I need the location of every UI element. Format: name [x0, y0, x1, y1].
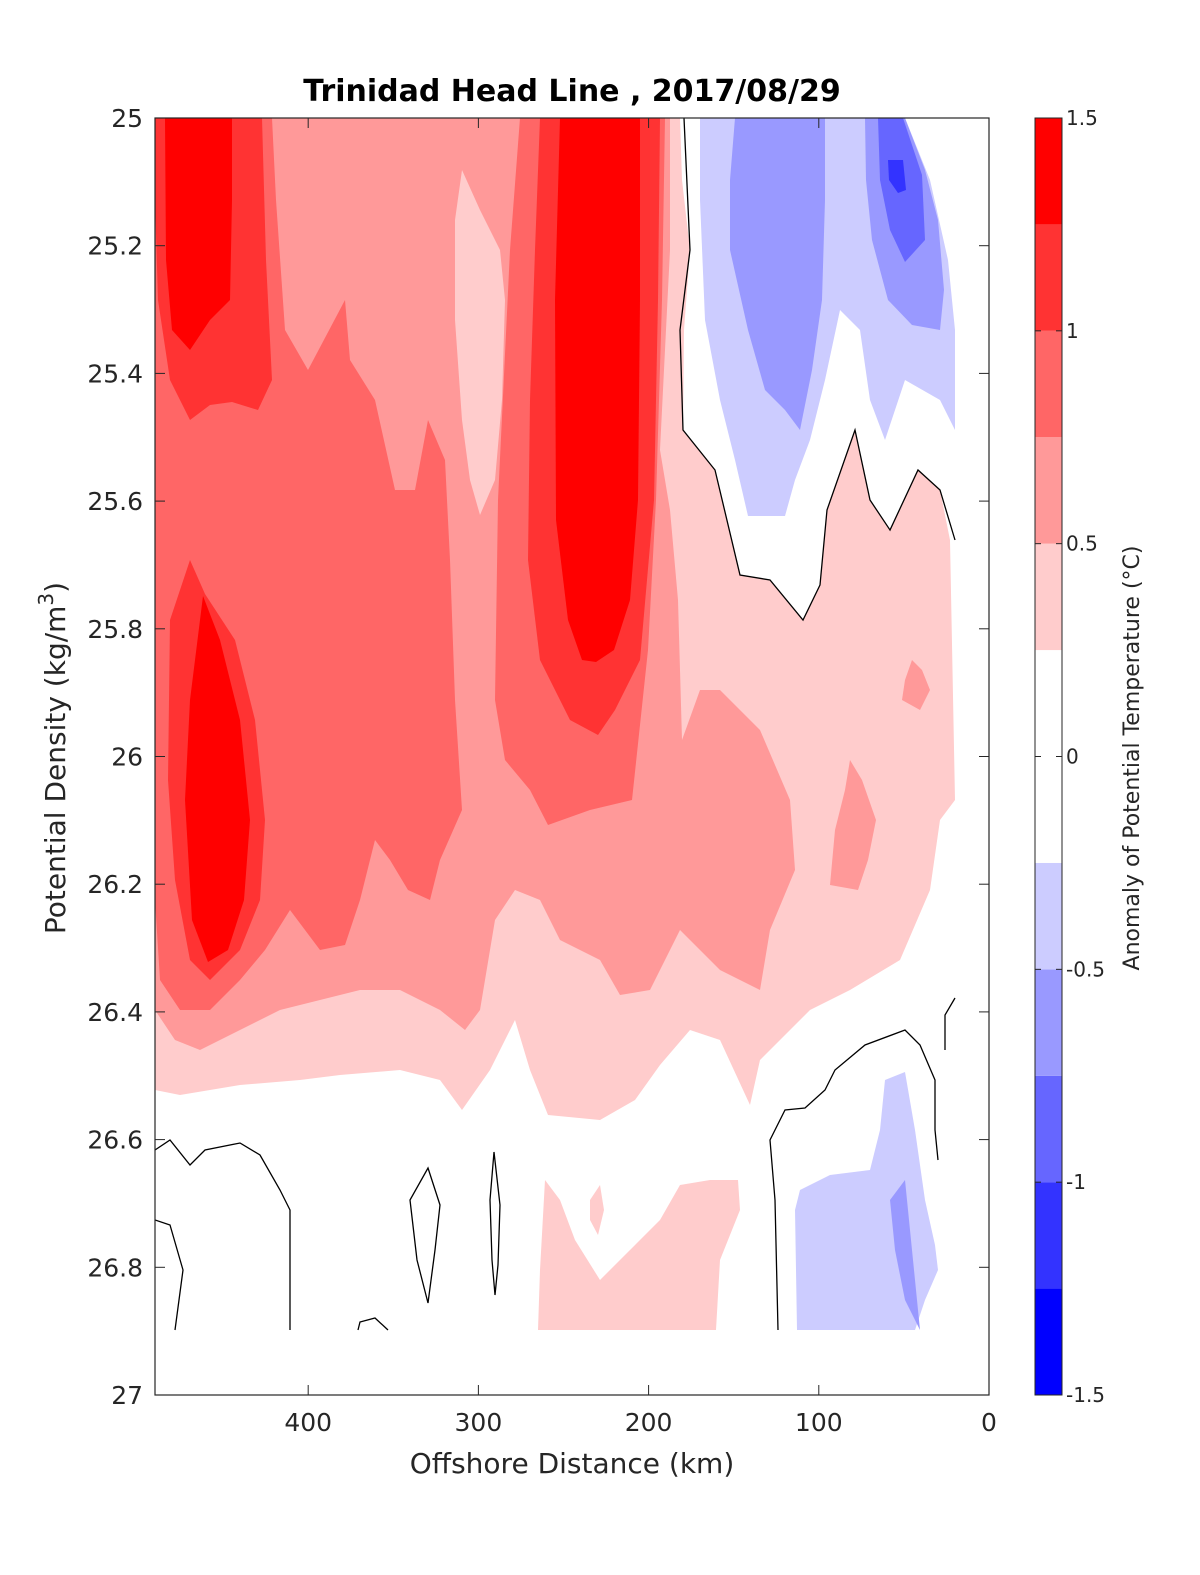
contour-island-pos-025: [455, 170, 505, 515]
colorbar-swatch: [1035, 118, 1062, 225]
colorbar-tick-label: 0.5: [1066, 532, 1098, 556]
colorbar-tick-label: 1: [1066, 319, 1079, 343]
contour-region-pos-125-b: [185, 596, 250, 962]
y-axis-ticks: 25 25.2 25.4 25.6 25.8 26 26.2 26.4 26.6 26.8 27: [87, 104, 989, 1410]
contour-region-pos-05-spot: [830, 760, 876, 890]
x-axis-ticks: 400 300 200 100 0: [284, 118, 997, 1437]
contour-region-neg-05: [730, 118, 825, 430]
x-tick-label: 0: [981, 1408, 997, 1437]
y-tick-label: 26: [111, 743, 143, 772]
y-tick-label: 25: [111, 104, 143, 133]
y-tick-label: 27: [111, 1381, 143, 1410]
zero-contour-line: [357, 1317, 389, 1331]
y-tick-label: 26.8: [87, 1253, 143, 1282]
colorbar-tick-label: 1.5: [1066, 106, 1098, 130]
zero-contours: [155, 118, 956, 1331]
y-tick-label: 25.2: [87, 232, 143, 261]
colorbar-swatch: [1035, 969, 1062, 1076]
contour-region-pos-125-c: [555, 118, 640, 662]
colorbar-swatch: [1035, 224, 1062, 331]
chart-title: Trinidad Head Line , 2017/08/29: [303, 74, 840, 109]
zero-contour-line: [489, 1151, 501, 1296]
y-axis-label: Potential Density (kg/m3): [34, 582, 72, 934]
plot-area: 400 300 200 100 0 25 25.2 25.4 25.6 25.8 26 26.2 26…: [87, 104, 997, 1437]
colorbar-swatch: [1035, 1182, 1062, 1289]
x-tick-label: 100: [795, 1408, 843, 1437]
zero-contour-line: [679, 118, 956, 622]
y-tick-label: 25.6: [87, 487, 143, 516]
x-tick-label: 400: [284, 1408, 332, 1437]
zero-contour-line: [944, 997, 956, 1050]
zero-contour-line: [155, 1139, 291, 1330]
colorbar-swatch: [1035, 330, 1062, 438]
colorbar-swatch: [1035, 437, 1062, 544]
colorbar-label: Anomaly of Potential Temperature (°C): [1120, 546, 1145, 971]
x-tick-label: 200: [625, 1408, 673, 1437]
colorbar-swatch: [1035, 1075, 1062, 1183]
contour-region-neg-05-bottom: [890, 1180, 920, 1330]
y-tick-label: 25.4: [87, 359, 143, 388]
contour-region-pos-125: [165, 118, 232, 350]
colorbar-ticks: 1.5 1 0.5 0 -0.5 -1 -1.5: [1035, 106, 1105, 1407]
x-tick-label: 300: [455, 1408, 503, 1437]
colorbar-tick-label: -1: [1066, 1170, 1086, 1194]
contour-fills: [155, 118, 955, 1330]
colorbar-tick-label: -1.5: [1066, 1383, 1105, 1407]
colorbar-tick-label: -0.5: [1066, 957, 1105, 981]
colorbar-tick-label: 0: [1066, 745, 1079, 769]
x-axis-label: Offshore Distance (km): [410, 1447, 735, 1480]
y-tick-label: 26.6: [87, 1126, 143, 1155]
contour-region-neg-1: [888, 160, 906, 193]
zero-contour-line: [769, 1029, 939, 1331]
zero-contour-line: [409, 1166, 441, 1304]
contour-region-pos-025-bottom: [538, 1180, 740, 1330]
colorbar-swatch: [1035, 543, 1062, 651]
zero-contour-line: [155, 1219, 184, 1331]
y-tick-label: 26.4: [87, 998, 143, 1027]
contour-region-pos-025-bottom-b: [590, 1185, 604, 1235]
colorbar: 1.5 1 0.5 0 -0.5 -1 -1.5 Anomaly of Potential …: [1034, 106, 1145, 1407]
colorbar-swatch: [1035, 1288, 1062, 1395]
y-tick-label: 26.2: [87, 870, 143, 899]
contour-region-pos-05-spot2: [902, 660, 930, 710]
colorbar-swatch: [1035, 862, 1062, 970]
y-tick-label: 25.8: [87, 615, 143, 644]
